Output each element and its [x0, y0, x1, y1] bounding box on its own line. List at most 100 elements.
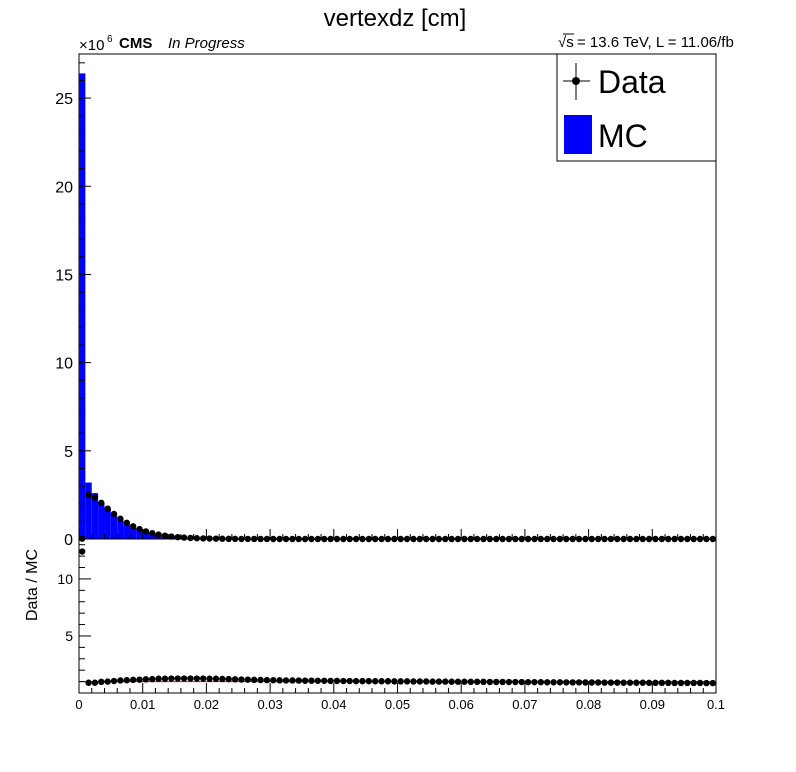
ratio-point [442, 678, 449, 685]
ratio-point [149, 675, 156, 683]
ratio-point [467, 678, 474, 686]
ratio-point [512, 678, 519, 686]
ratio-point [219, 675, 226, 683]
data-point [161, 532, 169, 539]
data-point [142, 528, 150, 535]
ratio-point [684, 679, 691, 687]
mc-bar [129, 527, 137, 539]
ratio-point [429, 678, 436, 685]
ratio-plot-panel: 5 10 0 0.01 0.02 0.03 0.04 0.05 0.06 0.07 0.08 0.0… [57, 529, 725, 712]
ratio-point [505, 678, 513, 686]
ratio-point [435, 678, 443, 685]
ratio-point [480, 678, 487, 686]
ratio-point [359, 677, 366, 685]
mc-bar [79, 73, 86, 540]
y-multiplier-base: ×10 [79, 37, 104, 54]
data-point [187, 534, 194, 542]
ratio-point [639, 679, 646, 686]
data-point [91, 494, 99, 501]
ratio-point [543, 679, 551, 686]
data-point [200, 535, 207, 542]
legend-data-marker [572, 77, 580, 85]
ratio-point [161, 675, 169, 682]
ratio-point [575, 679, 583, 686]
y-tick-label: 10 [55, 356, 73, 373]
data-point [123, 519, 130, 526]
ratio-point [352, 677, 360, 685]
ratio-point [321, 677, 328, 684]
ratio-point [473, 678, 481, 686]
experiment-label: CMS [119, 35, 152, 52]
y-multiplier-exponent: 6 [107, 34, 113, 45]
ratio-point [620, 679, 627, 686]
mc-bar [117, 520, 124, 539]
sqrt-s-symbol: √s [558, 34, 574, 51]
ratio-point [365, 677, 373, 685]
ratio-point [416, 678, 423, 685]
status-label: In Progress [168, 35, 245, 52]
ratio-point [550, 679, 557, 686]
mc-bar [104, 509, 111, 539]
ratio-point [238, 676, 245, 683]
ratio-point [391, 678, 398, 685]
data-point [129, 523, 137, 530]
x-tick-label: 0 [75, 697, 82, 712]
data-point [85, 491, 92, 499]
ratio-point [98, 678, 105, 686]
ratio-point [665, 679, 672, 687]
ratio-frame [78, 538, 717, 694]
data-point [110, 510, 118, 518]
legend-data-label: Data [598, 64, 666, 100]
ratio-point [384, 678, 392, 685]
ratio-y-axis: 5 10 [57, 544, 91, 683]
x-tick-label: 0.05 [385, 697, 410, 712]
ratio-point [696, 679, 704, 687]
data-point [149, 529, 156, 537]
y-tick-label: 0 [64, 532, 73, 549]
ratio-point [187, 675, 194, 682]
data-point [117, 515, 124, 522]
data-point [136, 525, 143, 533]
ratio-point [709, 679, 717, 687]
ratio-point [129, 676, 137, 684]
ratio-point [155, 675, 162, 682]
ratio-point [244, 676, 252, 683]
ratio-point [645, 679, 653, 687]
x-tick-label: 0.07 [512, 697, 537, 712]
ratio-point [594, 679, 602, 686]
ratio-point [486, 678, 494, 686]
y-tick-label: 15 [55, 267, 73, 284]
data-point [168, 533, 175, 540]
ratio-point [703, 679, 710, 687]
ratio-point [658, 679, 666, 687]
ratio-point [117, 677, 124, 684]
ratio-point [91, 679, 99, 686]
chart-title: vertexdz [cm] [324, 5, 467, 32]
ratio-point [403, 678, 411, 685]
ratio-point [206, 675, 213, 682]
ratio-point [677, 679, 685, 687]
ratio-point [563, 679, 570, 686]
ratio-point [250, 676, 258, 684]
ratio-point [493, 678, 500, 686]
ratio-point [556, 679, 564, 686]
mc-bar [91, 493, 99, 539]
ratio-point [626, 679, 634, 686]
y-tick-label: 25 [55, 91, 73, 108]
ratio-point [295, 677, 302, 684]
ratio-point [142, 676, 150, 683]
ratio-point [652, 679, 659, 687]
ratio-point [136, 676, 143, 683]
ratio-point [301, 677, 309, 684]
x-tick-label: 0.04 [321, 697, 346, 712]
ratio-markers [78, 548, 717, 687]
ratio-point [282, 677, 290, 684]
data-point [155, 531, 162, 538]
x-tick-label: 0.1 [707, 697, 725, 712]
ratio-point [378, 678, 385, 685]
ratio-point [397, 678, 404, 685]
ratio-point [327, 677, 334, 685]
ratio-point [263, 676, 271, 684]
ratio-point [231, 676, 239, 683]
